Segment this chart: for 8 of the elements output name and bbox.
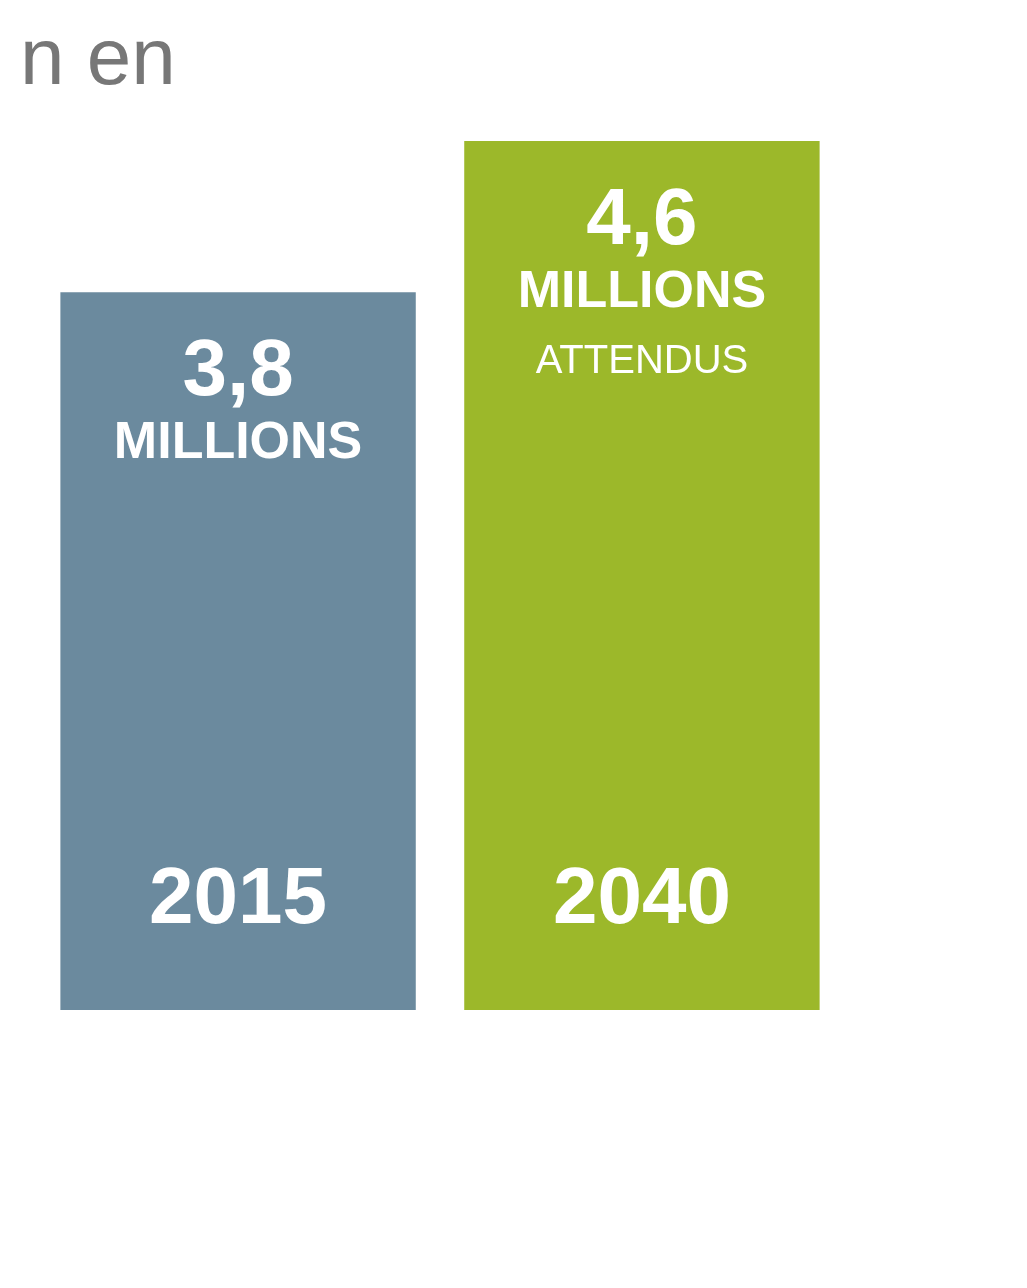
annotation: MILLIONS [517,260,767,318]
x-tick-label: 2040 [552,851,731,940]
annotation: MILLIONS [113,411,363,470]
data-label: 3,8 [182,323,294,413]
data-label: 4,6 [586,172,698,261]
chart-title: n en [20,12,176,101]
x-tick-label: 2015 [149,851,328,940]
annotation: ATTENDUS [535,337,749,381]
